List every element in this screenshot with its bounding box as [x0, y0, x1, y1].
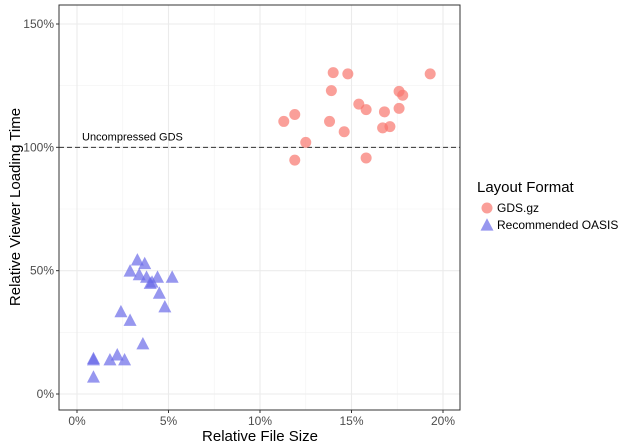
- reference-line-group: Uncompressed GDS: [59, 131, 460, 148]
- data-point-oasis: [152, 286, 166, 299]
- data-point-gds-gz: [325, 85, 337, 97]
- data-point-oasis: [123, 313, 137, 326]
- legend-items: GDS.gz Recommended OASIS: [480, 201, 618, 232]
- grid-lines: [59, 5, 460, 410]
- y-tick-label: 100%: [23, 140, 54, 154]
- data-point-oasis: [130, 253, 144, 266]
- data-point-gds-gz: [327, 67, 339, 79]
- legend: Layout Format GDS.gz Recommended OASIS: [477, 179, 618, 232]
- x-tick-label: 5%: [160, 414, 178, 428]
- reference-line-label: Uncompressed GDS: [82, 131, 183, 143]
- x-tick-label: 10%: [248, 414, 272, 428]
- data-point-gds-gz: [289, 109, 301, 121]
- data-point-oasis: [110, 348, 124, 361]
- data-point-gds-gz: [342, 68, 354, 80]
- data-point-gds-gz: [360, 104, 372, 116]
- data-point-gds-gz: [278, 115, 290, 127]
- y-axis-title: Relative Viewer Loading Time: [7, 108, 24, 306]
- y-axis-ticks: 0% 50% 100% 150%: [23, 17, 59, 401]
- data-point-gds-gz: [289, 154, 301, 166]
- data-point-gds-gz: [378, 106, 390, 118]
- data-point-oasis: [86, 370, 100, 383]
- legend-key-circle-icon: [481, 202, 493, 214]
- data-point-gds-gz: [384, 121, 396, 133]
- data-point-oasis: [165, 270, 179, 283]
- x-tick-label: 0%: [68, 414, 86, 428]
- x-tick-label: 20%: [431, 414, 455, 428]
- data-point-oasis: [118, 352, 132, 366]
- legend-key-triangle-icon: [480, 218, 494, 231]
- data-point-gds-gz: [393, 102, 405, 114]
- legend-label: Recommended OASIS: [497, 218, 618, 232]
- data-point-oasis: [151, 270, 165, 283]
- x-axis-ticks: 0% 5% 10% 15% 20%: [68, 410, 455, 428]
- data-point-oasis: [136, 336, 150, 350]
- y-tick-label: 150%: [23, 17, 54, 31]
- data-points: [86, 67, 436, 383]
- data-point-oasis: [103, 352, 117, 366]
- legend-label: GDS.gz: [497, 201, 539, 215]
- x-axis-title: Relative File Size: [202, 428, 318, 445]
- y-tick-label: 0%: [37, 387, 55, 401]
- data-point-oasis: [158, 299, 172, 313]
- x-tick-label: 15%: [339, 414, 363, 428]
- data-point-gds-gz: [397, 89, 409, 101]
- data-point-gds-gz: [300, 136, 312, 148]
- data-point-gds-gz: [360, 152, 372, 164]
- data-point-oasis: [138, 256, 152, 270]
- legend-title: Layout Format: [477, 179, 575, 196]
- data-point-oasis: [114, 304, 128, 318]
- y-tick-label: 50%: [30, 264, 54, 278]
- data-point-gds-gz: [338, 126, 350, 138]
- data-point-oasis: [123, 264, 137, 277]
- data-point-oasis: [132, 267, 146, 281]
- data-point-gds-gz: [324, 115, 336, 127]
- data-point-gds-gz: [424, 68, 436, 80]
- data-point-oasis: [86, 351, 100, 365]
